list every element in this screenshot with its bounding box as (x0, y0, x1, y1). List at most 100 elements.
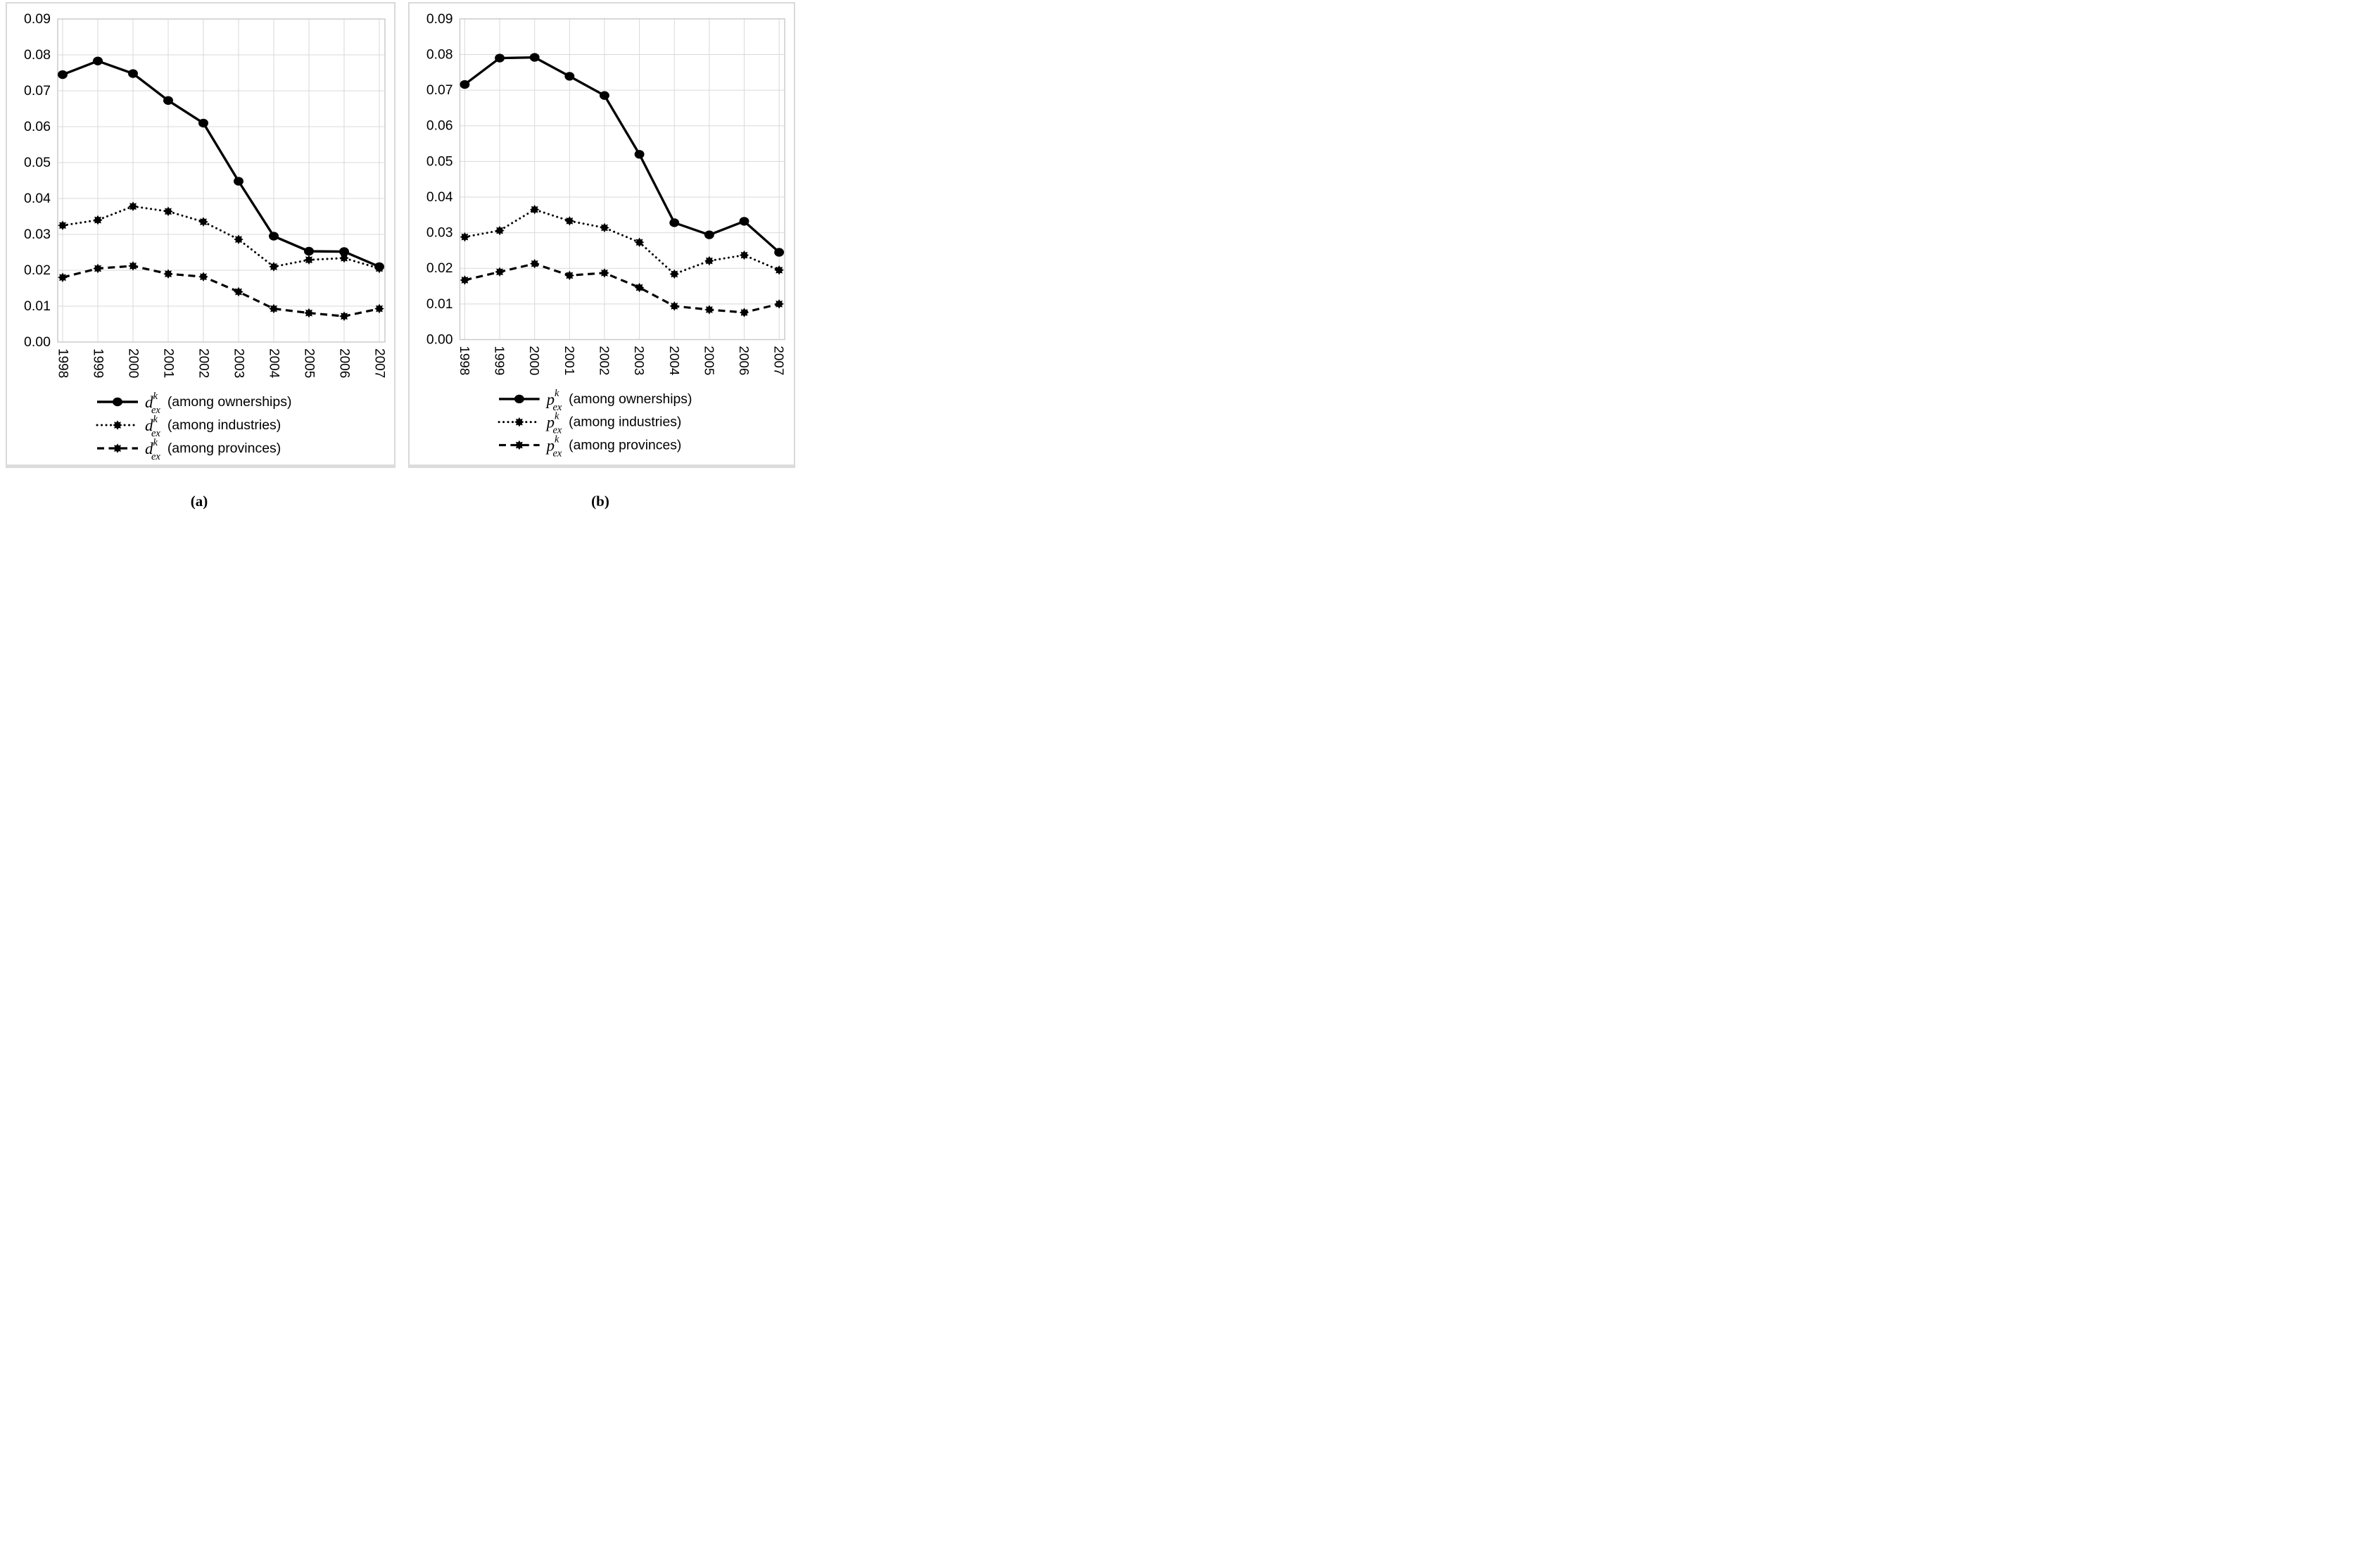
series-dashed (58, 261, 384, 322)
x-tick-label: 2002 (597, 346, 612, 375)
series-line (61, 205, 381, 270)
data-point-marker (163, 96, 173, 105)
data-point-marker (495, 225, 505, 236)
y-tick-label: 0.01 (426, 296, 453, 312)
data-point-marker (669, 218, 680, 227)
data-point-marker (739, 217, 749, 226)
legend-entry: dk ex(among provinces) (97, 437, 281, 462)
legend: pk ex(among ownerships)pk ex(among industr… (498, 388, 692, 459)
gridlines (460, 18, 785, 340)
series-dotted (58, 201, 384, 274)
data-point-marker (304, 246, 314, 256)
data-point-marker (269, 232, 279, 241)
data-point-marker (669, 269, 679, 279)
y-tick-label: 0.08 (426, 46, 453, 62)
figure: 0.09 0.08 0.07 0.06 0.05 0.04 0.03 0.02 0.01 0.00… (0, 0, 795, 518)
data-point-marker (374, 303, 384, 314)
data-point-marker (198, 272, 208, 282)
data-point-marker (234, 234, 243, 244)
x-tick-label: 2003 (232, 348, 246, 378)
line-chart-b: 0.09 0.08 0.07 0.06 0.05 0.04 0.03 0.02 0.01 0.00… (426, 11, 787, 459)
data-point-marker (460, 232, 470, 242)
data-point-marker (93, 56, 103, 65)
chart-panel-a: 0.09 0.08 0.07 0.06 0.05 0.04 0.03 0.02 0.01 0.00… (6, 2, 395, 468)
data-point-marker (704, 230, 714, 239)
data-point-marker (669, 301, 679, 311)
data-point-marker (304, 308, 314, 318)
data-point-marker (58, 272, 68, 282)
y-tick-label: 0.01 (24, 298, 51, 314)
legend-entry: pk ex(among industries) (498, 411, 682, 436)
data-point-marker (704, 255, 714, 266)
y-tick-label: 0.05 (426, 153, 453, 169)
data-point-marker (58, 70, 68, 80)
x-tick-label: 2004 (667, 346, 682, 375)
data-point-marker (634, 237, 645, 248)
data-point-marker (163, 206, 173, 217)
legend-entry: pk ex(among ownerships) (499, 388, 692, 413)
gridlines (58, 18, 385, 343)
data-point-marker (163, 269, 173, 279)
data-point-marker (374, 262, 384, 272)
legend-entry: pk ex(among provinces) (499, 434, 681, 459)
data-point-marker (93, 215, 103, 225)
data-point-marker (269, 262, 279, 272)
y-tick-label: 0.07 (24, 83, 51, 99)
series-dashed (460, 258, 784, 317)
x-tick-label: 2005 (302, 348, 317, 378)
data-point-marker (529, 53, 540, 62)
data-point-marker (564, 72, 575, 81)
y-tick-label: 0.03 (24, 227, 51, 242)
data-point-marker (564, 270, 575, 281)
y-tick-label: 0.06 (426, 118, 453, 134)
x-tick-label: 2007 (772, 346, 787, 375)
data-point-marker (600, 222, 609, 233)
series-line (464, 263, 780, 314)
x-tick-label: 2006 (337, 348, 352, 378)
x-tick-label: 2005 (702, 346, 716, 375)
x-tick-label: 2001 (161, 348, 176, 378)
plot-border (459, 18, 785, 341)
y-tick-label: 0.09 (426, 11, 453, 27)
data-point-marker (564, 216, 575, 226)
y-tick-label: 0.03 (426, 225, 453, 241)
panel-caption-b: (b) (591, 493, 609, 510)
data-point-marker (495, 267, 505, 277)
data-point-marker (460, 275, 470, 285)
x-tick-label: 2002 (196, 348, 211, 378)
legend-label: pk ex(among ownerships) (545, 388, 692, 413)
data-point-marker (600, 268, 609, 278)
data-point-marker (704, 305, 714, 315)
y-tick-label: 0.06 (24, 119, 51, 134)
x-tick-label: 1998 (457, 346, 472, 375)
data-point-marker (234, 286, 243, 297)
data-point-marker (128, 261, 138, 271)
legend-marker (514, 417, 524, 427)
legend: dk ex(among ownerships)dk ex(among industr… (96, 391, 291, 462)
series-line (464, 56, 780, 253)
x-tick-label: 2000 (527, 346, 542, 375)
legend-entry: dk ex(among industries) (96, 414, 281, 439)
data-point-marker (128, 69, 138, 78)
series-line (62, 265, 380, 317)
legend-marker (514, 440, 524, 450)
y-tick-label: 0.04 (426, 189, 453, 205)
x-tick-label: 1998 (56, 348, 70, 378)
y-tick-label: 0.00 (426, 332, 453, 348)
y-tick-label: 0.02 (24, 263, 51, 278)
data-point-marker (774, 248, 785, 257)
x-tick-label: 2000 (126, 348, 141, 378)
x-tick-label: 2003 (632, 346, 647, 375)
data-point-marker (600, 91, 609, 100)
y-tick-label: 0.05 (24, 155, 51, 170)
x-tick-label: 2006 (737, 346, 752, 375)
legend-label: dk ex(among industries) (145, 414, 281, 439)
data-point-marker (739, 308, 749, 317)
y-tick-label: 0.04 (24, 191, 51, 206)
legend-label: pk ex(among industries) (545, 411, 682, 436)
data-point-marker (739, 250, 749, 260)
legend-marker (113, 397, 122, 407)
x-axis-labels: 1998 1999 2000 2001 2002 2003 2004 2005 2006 2007 (457, 346, 787, 375)
x-tick-label: 1999 (91, 348, 106, 378)
legend-marker (113, 420, 122, 430)
